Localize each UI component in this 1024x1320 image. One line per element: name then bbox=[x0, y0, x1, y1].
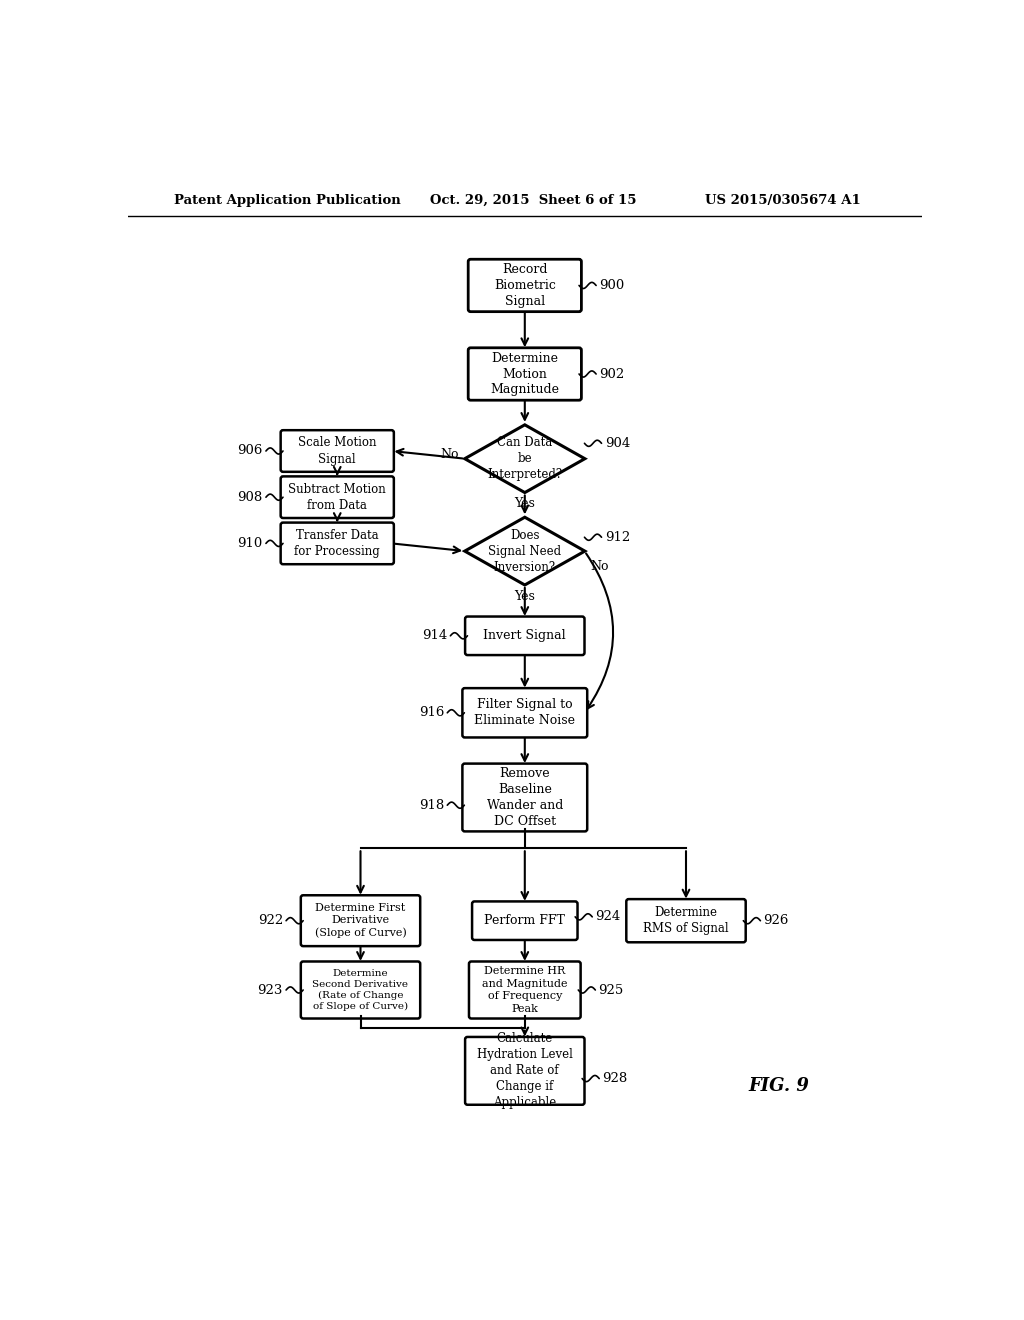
Text: Perform FFT: Perform FFT bbox=[484, 915, 565, 927]
Text: 918: 918 bbox=[419, 799, 444, 812]
Text: Transfer Data
for Processing: Transfer Data for Processing bbox=[294, 529, 380, 558]
FancyBboxPatch shape bbox=[468, 259, 582, 312]
FancyBboxPatch shape bbox=[301, 961, 420, 1019]
Text: Determine
Second Derivative
(Rate of Change
of Slope of Curve): Determine Second Derivative (Rate of Cha… bbox=[312, 969, 409, 1011]
Text: Filter Signal to
Eliminate Noise: Filter Signal to Eliminate Noise bbox=[474, 698, 575, 727]
Text: Record
Biometric
Signal: Record Biometric Signal bbox=[494, 263, 556, 308]
FancyBboxPatch shape bbox=[281, 477, 394, 517]
FancyBboxPatch shape bbox=[281, 430, 394, 471]
Polygon shape bbox=[465, 517, 585, 585]
Text: No: No bbox=[440, 449, 459, 462]
FancyBboxPatch shape bbox=[469, 961, 581, 1019]
Text: Determine
Motion
Magnitude: Determine Motion Magnitude bbox=[490, 351, 559, 396]
Text: Subtract Motion
from Data: Subtract Motion from Data bbox=[289, 483, 386, 512]
FancyBboxPatch shape bbox=[463, 763, 587, 832]
Text: US 2015/0305674 A1: US 2015/0305674 A1 bbox=[706, 194, 861, 207]
Text: 924: 924 bbox=[595, 911, 621, 924]
Text: 926: 926 bbox=[764, 915, 788, 927]
FancyBboxPatch shape bbox=[468, 347, 582, 400]
Text: 912: 912 bbox=[604, 531, 630, 544]
Text: FIG. 9: FIG. 9 bbox=[748, 1077, 809, 1096]
FancyBboxPatch shape bbox=[301, 895, 420, 946]
Text: Determine
RMS of Signal: Determine RMS of Signal bbox=[643, 907, 729, 935]
Text: Invert Signal: Invert Signal bbox=[483, 630, 566, 643]
FancyBboxPatch shape bbox=[281, 523, 394, 564]
FancyBboxPatch shape bbox=[465, 1038, 585, 1105]
Text: Can Data
be
Interpreted?: Can Data be Interpreted? bbox=[487, 436, 562, 482]
Text: Oct. 29, 2015  Sheet 6 of 15: Oct. 29, 2015 Sheet 6 of 15 bbox=[430, 194, 637, 207]
Text: 906: 906 bbox=[238, 445, 263, 458]
Text: No: No bbox=[591, 560, 609, 573]
Text: Does
Signal Need
Inversion?: Does Signal Need Inversion? bbox=[488, 528, 561, 574]
Text: Patent Application Publication: Patent Application Publication bbox=[174, 194, 401, 207]
FancyBboxPatch shape bbox=[627, 899, 745, 942]
Text: Remove
Baseline
Wander and
DC Offset: Remove Baseline Wander and DC Offset bbox=[486, 767, 563, 828]
Text: 904: 904 bbox=[604, 437, 630, 450]
FancyBboxPatch shape bbox=[465, 616, 585, 655]
Text: 916: 916 bbox=[419, 706, 444, 719]
Text: 922: 922 bbox=[258, 915, 283, 927]
Text: Yes: Yes bbox=[514, 498, 536, 511]
FancyBboxPatch shape bbox=[472, 902, 578, 940]
Text: 908: 908 bbox=[238, 491, 263, 504]
Text: 923: 923 bbox=[258, 983, 283, 997]
Text: 910: 910 bbox=[238, 537, 263, 550]
FancyBboxPatch shape bbox=[463, 688, 587, 738]
Text: 900: 900 bbox=[599, 279, 625, 292]
Text: Calculate
Hydration Level
and Rate of
Change if
Applicable: Calculate Hydration Level and Rate of Ch… bbox=[477, 1032, 572, 1109]
Text: 928: 928 bbox=[602, 1072, 628, 1085]
Text: 925: 925 bbox=[598, 983, 624, 997]
Text: Scale Motion
Signal: Scale Motion Signal bbox=[298, 437, 377, 466]
Text: 914: 914 bbox=[422, 630, 447, 643]
Polygon shape bbox=[465, 425, 585, 492]
Text: Determine First
Derivative
(Slope of Curve): Determine First Derivative (Slope of Cur… bbox=[314, 903, 407, 939]
Text: 902: 902 bbox=[599, 367, 625, 380]
Text: Determine HR
and Magnitude
of Frequency
Peak: Determine HR and Magnitude of Frequency … bbox=[482, 966, 567, 1014]
Text: Yes: Yes bbox=[514, 590, 536, 603]
